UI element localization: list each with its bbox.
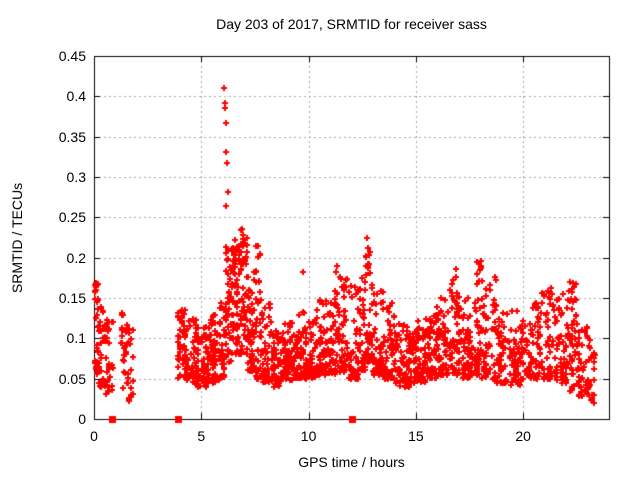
y-tick-label: 0.25 (58, 209, 86, 226)
y-tick-label: 0.15 (58, 290, 86, 306)
chart-title: Day 203 of 2017, SRMTID for receiver sas… (216, 16, 487, 32)
y-tick-label: 0.35 (58, 128, 86, 145)
x-tick-label: 10 (300, 428, 317, 444)
x-tick-label: 5 (197, 428, 206, 444)
y-tick-label: 0.3 (66, 169, 86, 185)
y-tick-label: 0.4 (66, 88, 86, 105)
y-tick-label: 0.45 (58, 48, 86, 64)
x-tick-label: 15 (408, 428, 424, 444)
y-tick-label: 0.05 (58, 370, 86, 387)
y-axis-label: SRMTID / TECUs (9, 182, 25, 294)
y-tick-label: 0.1 (66, 330, 86, 347)
x-tick-label: 0 (90, 428, 98, 444)
x-tick-label: 20 (515, 428, 531, 444)
y-tick-label: 0 (78, 411, 86, 427)
y-tick-label: 0.2 (66, 249, 86, 266)
x-axis-label: GPS time / hours (298, 454, 405, 470)
